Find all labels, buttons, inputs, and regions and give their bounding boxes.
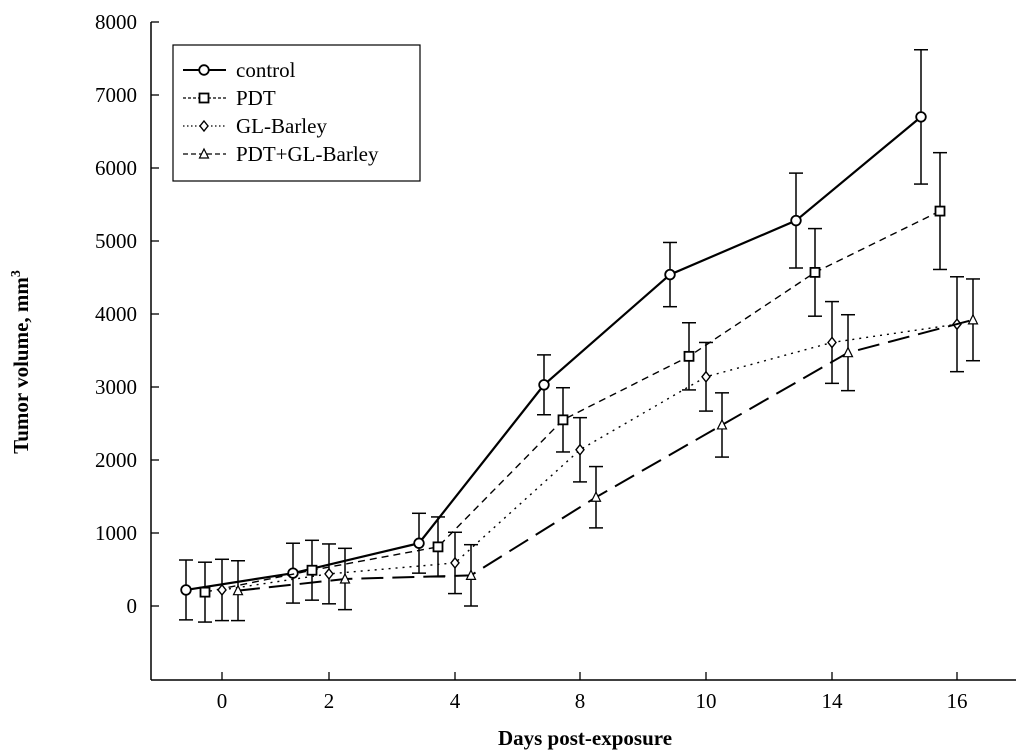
legend-label: GL-Barley [236,114,327,138]
data-point-diamond [324,567,334,581]
x-tick-label: 8 [575,689,586,713]
legend-marker-triangle [198,147,210,159]
data-point-square [934,205,946,217]
series-line [237,318,974,592]
data-point-triangle [590,490,602,502]
y-tick-label: 0 [127,594,138,618]
data-point-square [809,266,821,278]
axes [150,22,1016,681]
data-point-triangle [716,418,728,430]
y-axis-title-superscript: 3 [9,270,24,277]
data-point-circle [413,537,425,549]
data-point-triangle [967,313,979,325]
x-tick-label: 2 [324,689,335,713]
y-tick-label: 5000 [95,229,137,253]
data-point-square [557,414,569,426]
x-ticks: 0 2 4 8 10 14 16 [217,672,968,713]
y-tick-label: 6000 [95,156,137,180]
data-point-circle [538,379,550,391]
data-point-circle [790,214,802,227]
series-gl-barley [215,276,964,622]
legend-marker-circle [198,64,210,76]
legend-label: PDT [236,86,276,110]
data-point-circle [180,584,192,596]
data-point-triangle [842,346,854,358]
legend-label: PDT+GL-Barley [236,142,379,166]
data-point-diamond [217,583,227,597]
data-point-square [432,541,444,553]
y-axis-title: Tumor volume, mm3 [9,270,33,454]
y-tick-label: 3000 [95,375,137,399]
y-ticks: 0 1000 2000 3000 4000 5000 6000 7000 8000 [95,10,159,618]
x-tick-label: 4 [450,689,461,713]
series-control [179,48,928,621]
series-line [204,210,941,593]
data-point-square [683,350,695,362]
legend-marker-diamond [199,119,209,133]
data-point-circle [287,567,299,579]
data-point-circle [915,111,927,123]
data-point-diamond [701,370,711,383]
y-axis-title-text: Tumor volume, mm [9,277,33,454]
x-tick-label: 0 [217,689,228,713]
data-point-diamond [827,336,837,349]
x-tick-label: 16 [947,689,968,713]
y-tick-label: 4000 [95,302,137,326]
series-pdt [198,151,947,623]
y-tick-label: 2000 [95,448,137,472]
x-tick-label: 10 [696,689,717,713]
legend: control PDT GL-Barley PDT+GL-Barley [172,44,421,182]
legend-marker-square [198,92,210,104]
series-layer [179,48,980,623]
data-point-diamond [575,443,585,456]
data-point-triangle [465,568,477,580]
data-point-diamond [450,556,460,570]
data-point-triangle [232,584,244,596]
data-point-square [306,564,318,576]
y-tick-label: 8000 [95,10,137,34]
x-tick-label: 14 [822,689,844,713]
y-tick-label: 7000 [95,83,137,107]
legend-box [172,44,421,182]
x-axis-title: Days post-exposure [498,726,672,750]
series-line [185,116,922,592]
legend-label: control [236,58,296,82]
data-point-square [199,586,211,598]
data-point-triangle [339,572,351,584]
y-tick-label: 1000 [95,521,137,545]
series-line [221,323,958,591]
data-point-circle [664,268,676,281]
series-pdt-gl-barley [231,278,980,622]
